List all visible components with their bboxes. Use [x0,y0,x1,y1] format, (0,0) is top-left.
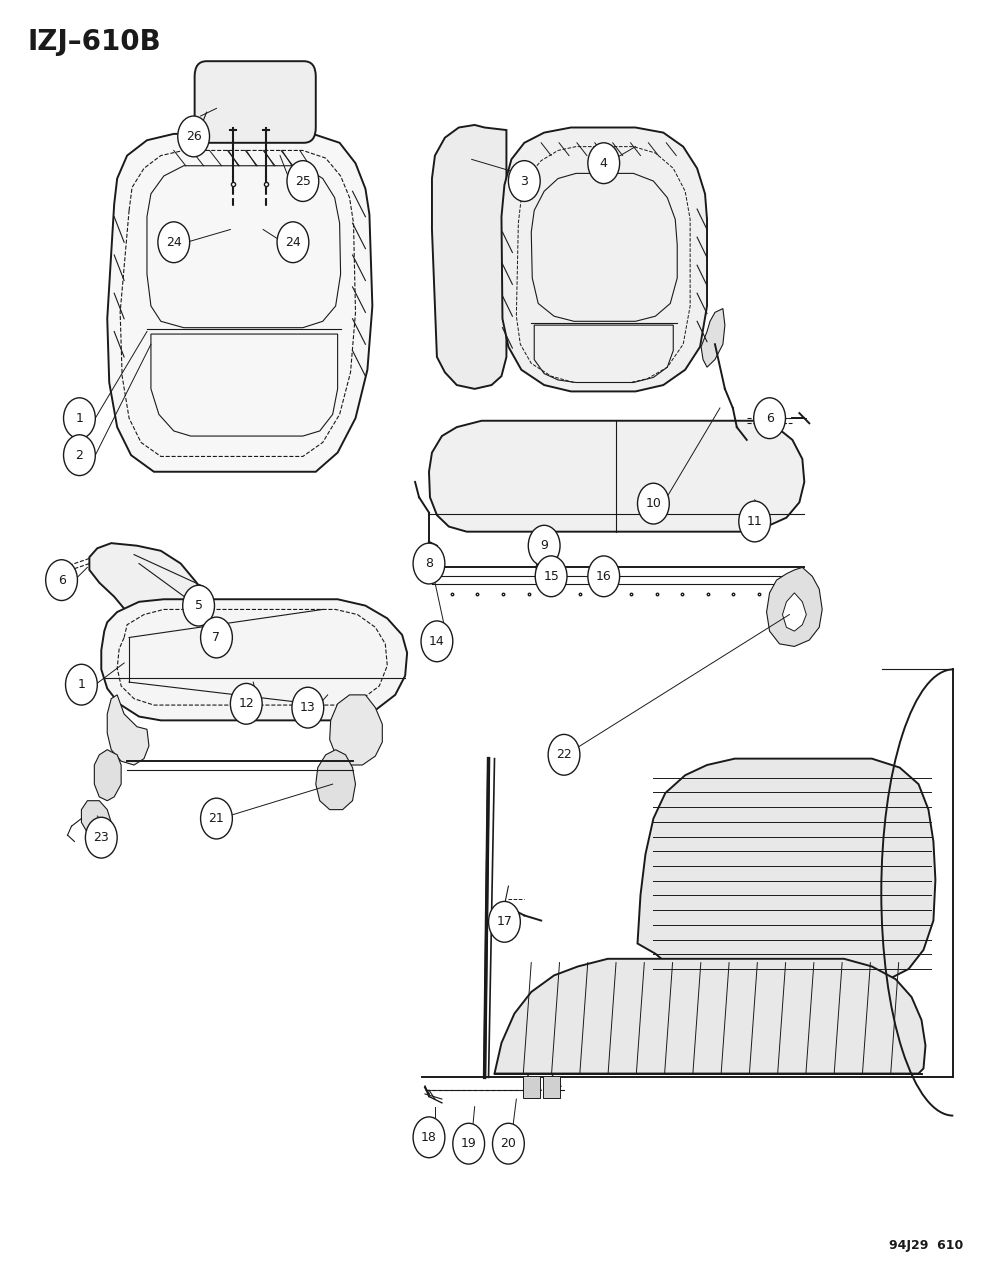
Circle shape [739,501,771,542]
Polygon shape [495,959,925,1074]
Text: 19: 19 [461,1137,477,1150]
Text: 16: 16 [596,570,612,583]
Circle shape [201,798,232,839]
Circle shape [489,901,520,942]
Circle shape [508,161,540,201]
Text: 26: 26 [186,130,202,143]
Text: 1: 1 [75,412,83,425]
Circle shape [638,483,669,524]
Text: 22: 22 [556,748,572,761]
Text: 14: 14 [429,635,445,648]
Text: 23: 23 [93,831,109,844]
Circle shape [754,398,785,439]
Text: 7: 7 [213,631,220,644]
Text: 24: 24 [166,236,182,249]
Circle shape [64,435,95,476]
Polygon shape [638,759,935,984]
Text: 13: 13 [300,701,316,714]
FancyBboxPatch shape [195,61,316,143]
Text: 17: 17 [496,915,512,928]
Polygon shape [107,695,149,765]
Circle shape [85,817,117,858]
Text: 18: 18 [421,1131,437,1144]
Polygon shape [81,801,111,836]
Circle shape [183,585,214,626]
Circle shape [201,617,232,658]
Text: 4: 4 [600,157,608,170]
Polygon shape [782,593,806,631]
Circle shape [287,161,319,201]
Text: 1: 1 [77,678,85,691]
Text: 21: 21 [209,812,224,825]
Text: 6: 6 [58,574,66,586]
Circle shape [158,222,190,263]
Text: 94J29  610: 94J29 610 [889,1239,963,1252]
Circle shape [588,556,620,597]
Circle shape [588,143,620,184]
Text: 11: 11 [747,515,763,528]
Circle shape [64,398,95,439]
Polygon shape [501,128,707,391]
Text: 8: 8 [425,557,433,570]
Circle shape [421,621,453,662]
Circle shape [453,1123,485,1164]
Circle shape [292,687,324,728]
Text: 20: 20 [500,1137,516,1150]
Text: 3: 3 [520,175,528,187]
Polygon shape [432,125,506,389]
Circle shape [178,116,210,157]
Circle shape [493,1123,524,1164]
Polygon shape [107,134,372,472]
FancyBboxPatch shape [543,1076,560,1098]
Text: 9: 9 [540,539,548,552]
Text: 12: 12 [238,697,254,710]
Text: 2: 2 [75,449,83,462]
FancyBboxPatch shape [523,1076,540,1098]
Circle shape [413,543,445,584]
Polygon shape [701,309,725,367]
Polygon shape [429,421,804,532]
Circle shape [277,222,309,263]
Polygon shape [101,599,407,720]
Circle shape [66,664,97,705]
Text: 25: 25 [295,175,311,187]
Circle shape [413,1117,445,1158]
Text: 24: 24 [285,236,301,249]
Circle shape [46,560,77,601]
Circle shape [528,525,560,566]
Polygon shape [89,543,213,672]
Text: 5: 5 [195,599,203,612]
Polygon shape [330,695,382,765]
Polygon shape [316,750,355,810]
Circle shape [535,556,567,597]
Polygon shape [94,750,121,801]
Circle shape [230,683,262,724]
Polygon shape [767,567,822,646]
Circle shape [548,734,580,775]
Text: IZJ–610B: IZJ–610B [28,28,162,56]
Text: 6: 6 [766,412,774,425]
Text: 10: 10 [645,497,661,510]
Text: 15: 15 [543,570,559,583]
